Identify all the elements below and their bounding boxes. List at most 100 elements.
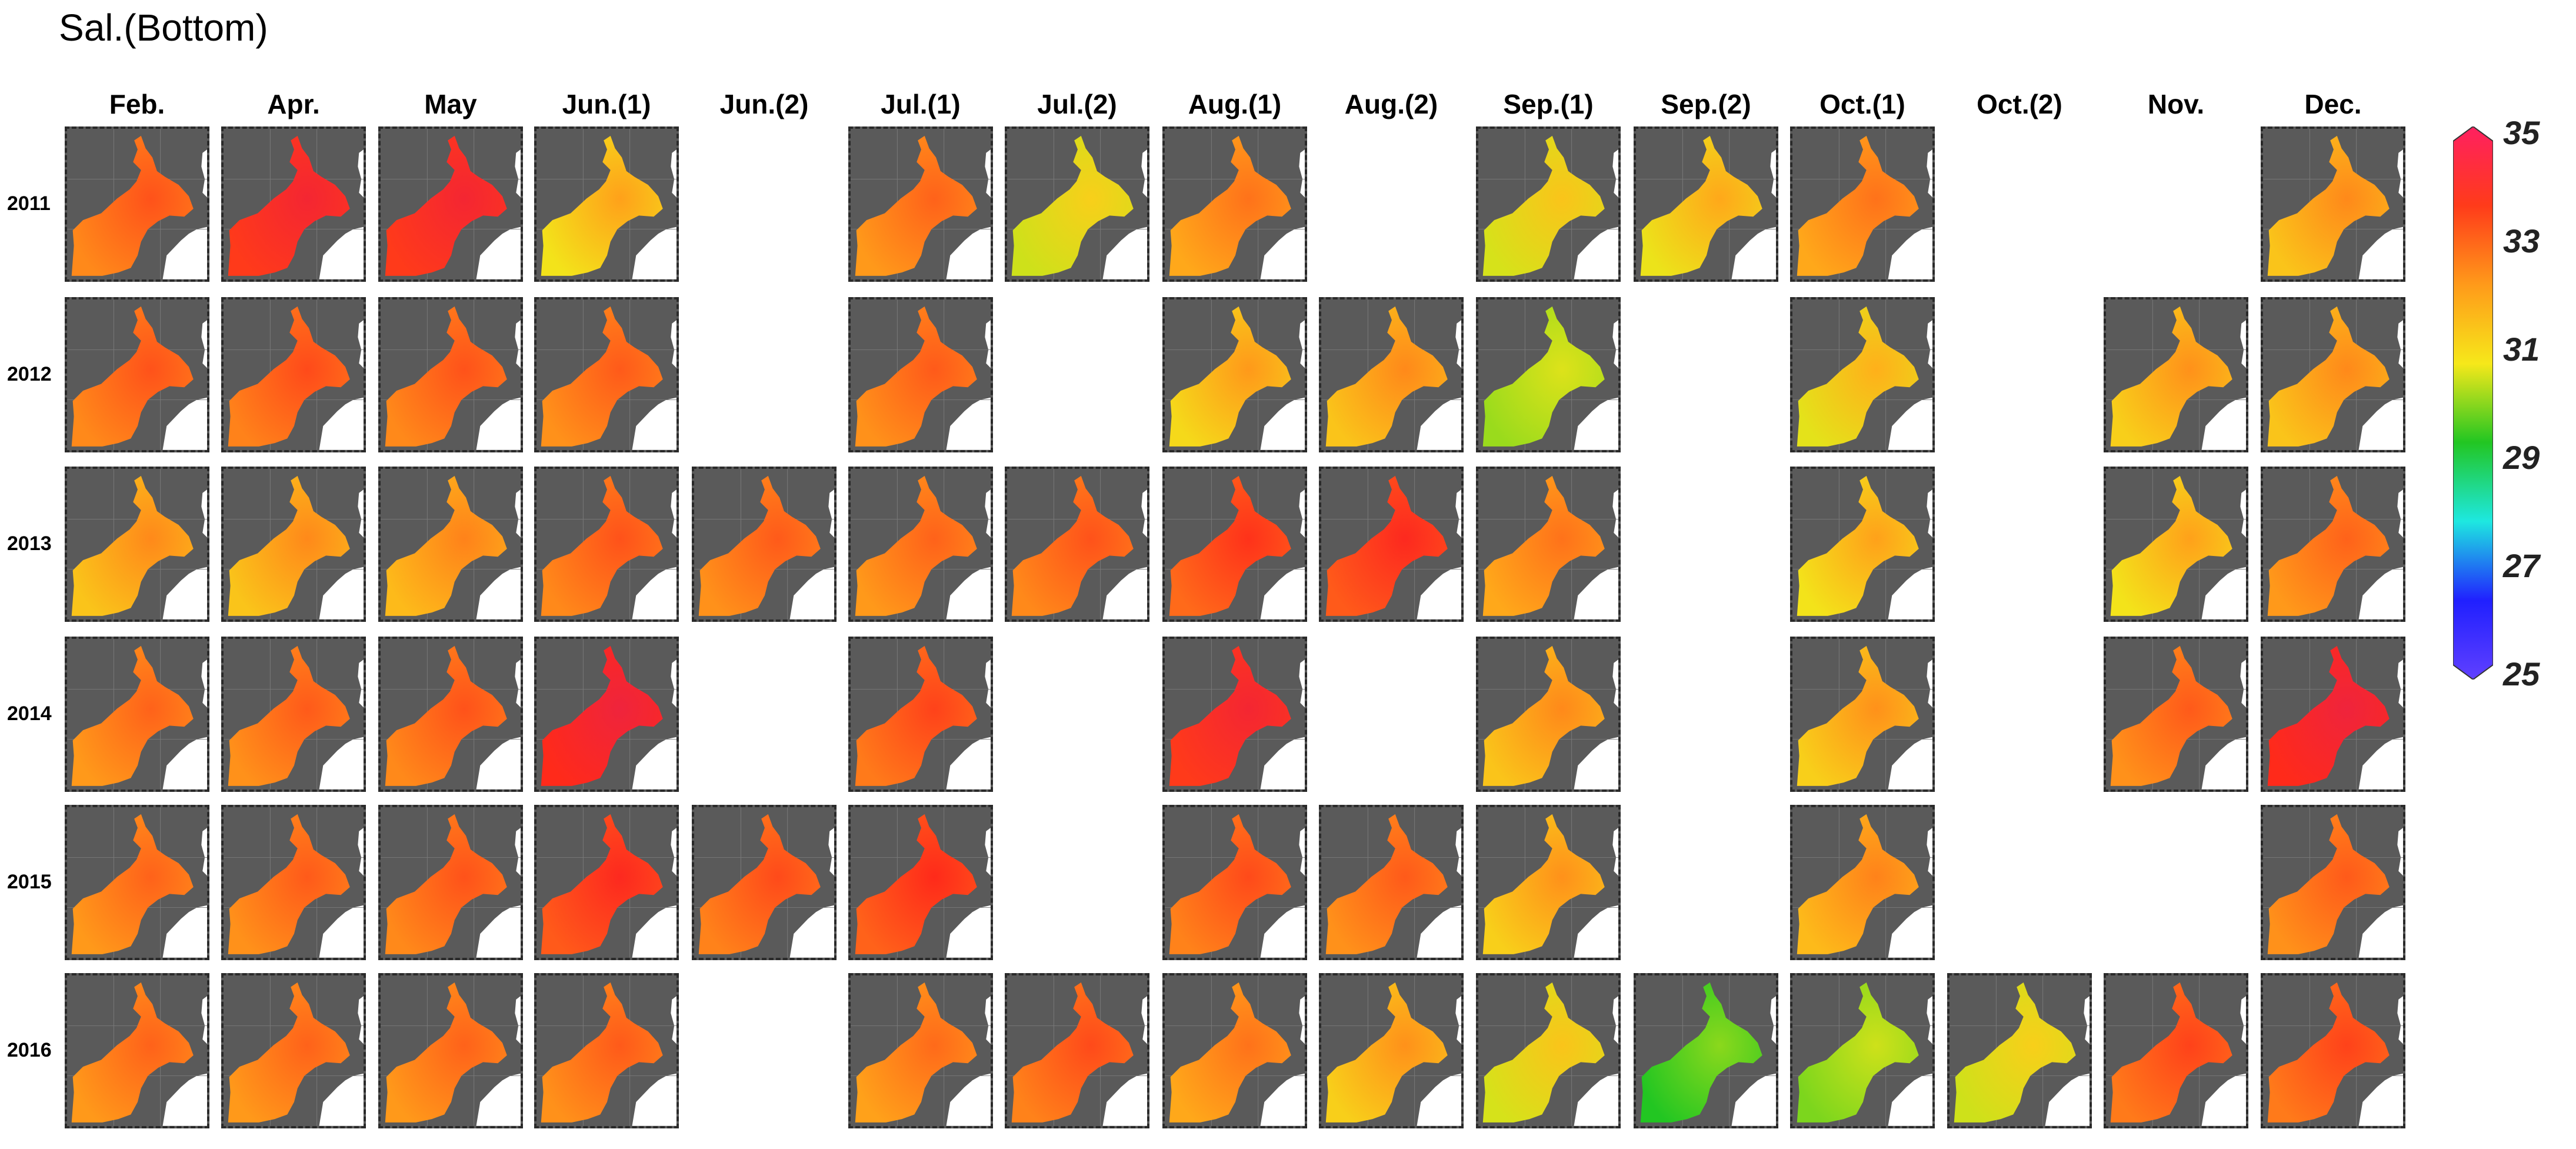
coastline-land: [1299, 149, 1305, 198]
column-header: Jul.(1): [881, 89, 961, 119]
salinity-map: [851, 807, 991, 958]
bay-salinity-area: [1954, 982, 2076, 1123]
coastline-land: [1770, 149, 1776, 198]
salinity-map: [694, 807, 834, 958]
bay-salinity-area: [541, 814, 663, 954]
coastline-land: [1455, 489, 1461, 538]
coastline-land: [632, 1073, 677, 1126]
salinity-map: [1321, 807, 1461, 958]
coastline-land: [671, 660, 677, 708]
bay-salinity-area: [71, 814, 194, 954]
map-cell: [1947, 973, 2092, 1128]
coastline-land: [985, 149, 991, 198]
coastline-land: [1299, 996, 1305, 1044]
bay-salinity-area: [541, 135, 663, 276]
salinity-map: [224, 807, 364, 958]
coastline-land: [515, 828, 521, 876]
column-header: Dec.: [2304, 89, 2362, 119]
coastline-land: [985, 320, 991, 368]
salinity-map: [1478, 469, 1618, 620]
coastline-land: [1299, 828, 1305, 876]
column-header: Sep.(2): [1661, 89, 1751, 119]
coastline-land: [671, 320, 677, 368]
map-cell: [2261, 467, 2405, 622]
coastline-land: [1612, 149, 1618, 198]
map-cell: [65, 126, 209, 282]
salinity-map: [1792, 807, 1932, 958]
map-cell: [1476, 973, 1621, 1128]
map-cell: [378, 637, 523, 792]
bay-salinity-area: [228, 814, 350, 954]
map-cell: [534, 973, 679, 1128]
bay-salinity-area: [228, 135, 350, 276]
coastline-land: [358, 996, 364, 1044]
map-cell: [378, 805, 523, 960]
salinity-map: [1792, 975, 1932, 1126]
map-cell: [378, 973, 523, 1128]
colorbar-tick-label: 25: [2503, 655, 2540, 692]
column-header: Aug.(1): [1188, 89, 1282, 119]
coastline-land: [1731, 1073, 1776, 1126]
bay-salinity-area: [2110, 645, 2232, 786]
salinity-map: [1478, 299, 1618, 450]
coastline-land: [1260, 567, 1305, 620]
map-cell: [1319, 805, 1464, 960]
map-cell: [848, 805, 993, 960]
map-cell: [534, 297, 679, 452]
coastline-land: [201, 996, 207, 1044]
coastline-land: [2240, 996, 2246, 1044]
map-cell: [2104, 297, 2248, 452]
column-header: Aug.(2): [1344, 89, 1438, 119]
coastline-land: [1574, 1073, 1618, 1126]
coastline-land: [1574, 737, 1618, 790]
bay-salinity-area: [2267, 814, 2390, 954]
coastline-land: [1574, 567, 1618, 620]
salinity-map: [381, 639, 521, 790]
salinity-map: [851, 639, 991, 790]
bay-salinity-area: [1482, 982, 1605, 1123]
coastline-land: [2358, 397, 2403, 450]
coastline-land: [2397, 149, 2403, 198]
salinity-map: [381, 469, 521, 620]
salinity-map: [1165, 129, 1305, 279]
bay-salinity-area: [2267, 475, 2390, 616]
salinity-map: [2263, 469, 2403, 620]
salinity-map: [1165, 975, 1305, 1126]
coastline-land: [1888, 397, 1932, 450]
coastline-land: [1574, 905, 1618, 958]
coastline-land: [162, 905, 207, 958]
coastline-land: [2397, 489, 2403, 538]
row-label: 2014: [7, 702, 52, 725]
coastline-land: [1417, 567, 1461, 620]
map-cell: [221, 467, 366, 622]
coastline-land: [1299, 320, 1305, 368]
salinity-map: [381, 129, 521, 279]
salinity-map: [851, 975, 991, 1126]
column-header: Jun.(1): [562, 89, 651, 119]
coastline-land: [2084, 996, 2090, 1044]
bay-salinity-area: [2267, 645, 2390, 786]
salinity-map: [224, 975, 364, 1126]
coastline-land: [1141, 996, 1147, 1044]
salinity-map: [2263, 129, 2403, 279]
salinity-map: [2106, 299, 2246, 450]
row-label: 2015: [7, 871, 52, 893]
salinity-map: [224, 129, 364, 279]
coastline-land: [319, 397, 364, 450]
bay-salinity-area: [71, 306, 194, 447]
salinity-map: [381, 299, 521, 450]
bay-salinity-area: [71, 475, 194, 616]
bay-salinity-area: [541, 306, 663, 447]
map-cell: [534, 637, 679, 792]
bay-salinity-area: [2267, 306, 2390, 447]
map-cell: [1476, 637, 1621, 792]
column-header: May: [424, 89, 477, 119]
coastline-land: [162, 1073, 207, 1126]
coastline-land: [1888, 737, 1932, 790]
bay-salinity-area: [1169, 814, 1291, 954]
salinity-map: [1007, 975, 1147, 1126]
bay-salinity-area: [2267, 135, 2390, 276]
coastline-land: [1612, 996, 1618, 1044]
map-cell: [534, 805, 679, 960]
bay-salinity-area: [855, 814, 977, 954]
